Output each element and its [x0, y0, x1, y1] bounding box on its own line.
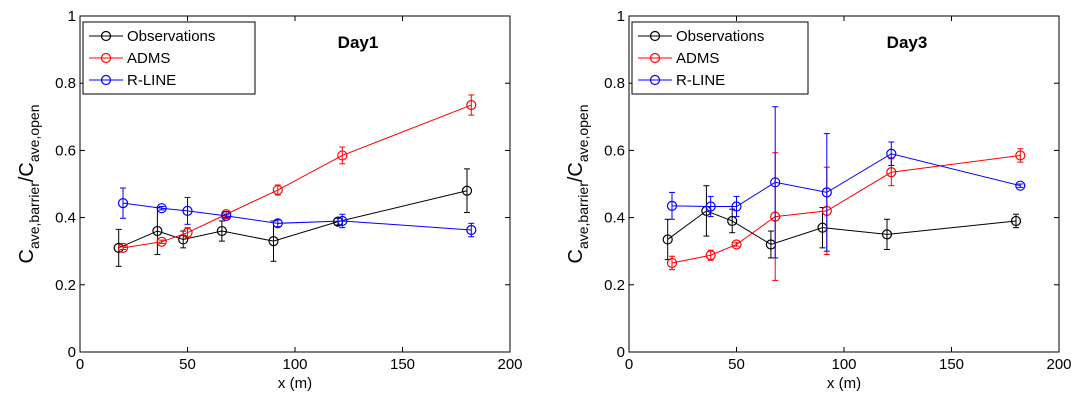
series-observations — [662, 185, 1022, 261]
x-tick-label: 100 — [831, 356, 856, 373]
y-tick-label: 0 — [68, 344, 76, 361]
legend-swatch-marker — [649, 74, 661, 86]
data-point — [268, 236, 279, 247]
data-point — [731, 239, 742, 250]
data-point — [821, 187, 832, 198]
y-label-sub2: ave,open — [575, 105, 591, 163]
x-tick-label: 200 — [497, 356, 522, 373]
data-point — [1015, 180, 1026, 191]
y-tick-label: 0.6 — [604, 142, 625, 159]
data-point — [731, 201, 742, 212]
data-point — [1010, 215, 1022, 227]
x-tick-label: 200 — [1046, 356, 1071, 373]
data-point — [337, 215, 348, 227]
y-label-c: C — [16, 249, 38, 263]
y-axis-label: Cave,barrier/Cave,open — [16, 105, 42, 264]
legend-entry: ADMS — [127, 50, 170, 67]
y-tick-label: 0.8 — [604, 75, 625, 92]
series-observations — [113, 168, 473, 267]
chart-panel-day3: 0 50 100 150 200 0 0.2 0.4 0.6 0.8 1 x (m) Cave,barr… — [565, 8, 1072, 392]
data-point — [337, 150, 348, 161]
y-axis-label: Cave,barrier/Cave,open — [565, 105, 591, 264]
data-point — [886, 148, 897, 159]
data-point — [156, 203, 167, 214]
legend-entry: R-LINE — [676, 72, 725, 89]
legend-entry: Observations — [127, 28, 215, 45]
data-point — [662, 234, 673, 245]
y-label-sub2: ave,open — [26, 105, 42, 163]
y-tick-label: 1 — [68, 8, 76, 25]
data-point — [666, 257, 678, 269]
data-point — [886, 167, 897, 178]
series-line — [667, 210, 1017, 246]
y-label-sep: /C — [565, 162, 587, 182]
y-label-c: C — [565, 249, 587, 263]
y-label-sub1: ave,barrier — [575, 182, 591, 249]
series-r-line — [666, 106, 1026, 259]
data-point — [216, 225, 227, 237]
x-axis-label: x (m) — [827, 375, 861, 392]
data-point — [272, 218, 283, 229]
data-point — [152, 225, 163, 237]
x-axis-label: x (m) — [278, 375, 312, 392]
data-point — [221, 210, 232, 222]
data-point — [727, 215, 738, 227]
x-tick-label: 0 — [625, 356, 633, 373]
data-point — [666, 200, 678, 211]
x-tick-label: 50 — [728, 356, 745, 373]
legend-entry: R-LINE — [127, 72, 176, 89]
data-point — [182, 227, 193, 238]
legend-entry: ADMS — [676, 50, 719, 67]
y-tick-label: 0.8 — [55, 75, 76, 92]
legend-swatch-marker — [100, 30, 112, 42]
y-label-sub1: ave,barrier — [26, 182, 42, 249]
data-point — [156, 236, 167, 247]
data-point — [272, 184, 283, 196]
legend-swatch-marker — [100, 74, 112, 86]
series-line — [118, 190, 468, 249]
series-line — [671, 153, 1021, 208]
chart-title: Day1 — [338, 33, 379, 52]
series-line — [122, 202, 472, 231]
data-point — [117, 198, 129, 209]
data-point — [705, 201, 716, 212]
data-point — [881, 229, 893, 240]
y-tick-label: 0.4 — [604, 210, 625, 227]
chart-title: Day3 — [887, 33, 928, 52]
x-tick-label: 50 — [179, 356, 196, 373]
y-tick-label: 0.2 — [604, 277, 625, 294]
data-point — [770, 177, 781, 188]
data-point — [1015, 150, 1026, 161]
legend-swatch-marker — [649, 30, 661, 42]
data-point — [466, 99, 477, 111]
y-tick-label: 0.4 — [55, 210, 76, 227]
series-adms — [117, 94, 477, 253]
series-adms — [666, 148, 1026, 281]
data-point — [182, 205, 193, 216]
legend-swatch-marker — [100, 52, 112, 64]
chart-panel-day1: 0 50 100 150 200 0 0.2 0.4 0.6 0.8 1 x (m) Cave,barr… — [16, 8, 523, 392]
data-point — [466, 224, 477, 236]
x-tick-label: 150 — [939, 356, 964, 373]
legend-entry: Observations — [676, 28, 764, 45]
data-point — [705, 250, 716, 261]
x-tick-label: 150 — [390, 356, 415, 373]
data-point — [117, 242, 129, 253]
x-tick-label: 0 — [76, 356, 84, 373]
y-tick-label: 1 — [617, 8, 625, 25]
series-line — [671, 154, 1021, 264]
y-tick-label: 0.2 — [55, 277, 76, 294]
y-label-sep: /C — [16, 162, 38, 182]
legend-swatch-marker — [649, 52, 661, 64]
series-r-line — [117, 187, 477, 238]
y-tick-label: 0.6 — [55, 142, 76, 159]
x-tick-label: 100 — [282, 356, 307, 373]
y-tick-label: 0 — [617, 344, 625, 361]
data-point — [461, 185, 473, 196]
